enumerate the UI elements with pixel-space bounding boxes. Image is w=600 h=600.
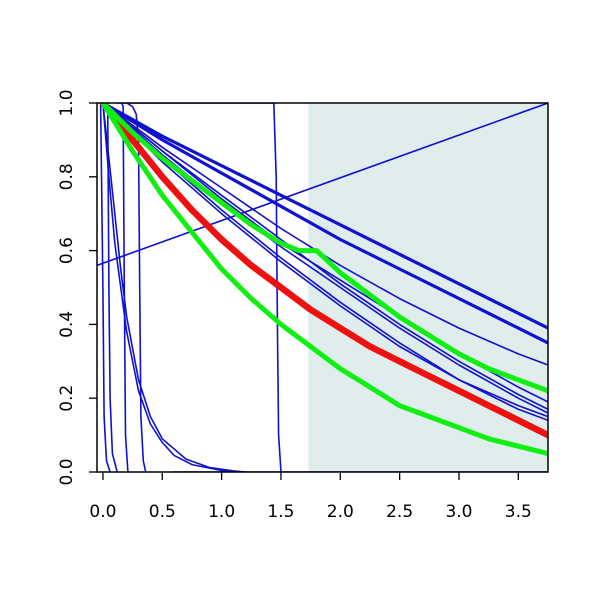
series-line-20 [100,103,548,394]
y-tick-label-4: 0.8 [57,163,77,190]
series-layer [97,103,548,472]
x-tick-label-3: 1.5 [267,502,294,522]
series-line-17 [102,103,548,403]
series-line-13 [102,103,548,411]
series-line-7 [116,103,282,472]
y-tick-label-1: 0.2 [57,385,77,412]
series-line-11 [101,103,548,345]
x-tick-label-4: 2.0 [327,502,354,522]
y-tick-label-0: 0.0 [57,458,77,485]
x-tick-label-0: 0.0 [89,502,116,522]
shaded-region [308,103,548,472]
x-tick-label-1: 0.5 [149,502,176,522]
y-tick-label-2: 0.4 [57,311,77,338]
series-line-6 [125,103,147,472]
y-tick-label-3: 0.6 [57,237,77,264]
series-line-2 [106,103,118,472]
x-tick-label-5: 2.5 [386,502,413,522]
x-tick-label-7: 3.5 [505,502,532,522]
series-line-5 [121,103,129,472]
series-line-19 [100,103,548,457]
axis-layer: 0.0 0.5 1.0 1.5 2.0 2.5 3.0 3.5 0.0 0.2 0.4 0.6 0.8 1… [57,89,532,522]
y-tick-label-5: 1.0 [57,89,77,116]
x-tick-label-6: 3.0 [445,502,472,522]
series-line-10 [101,103,548,330]
series-line-12 [102,103,548,366]
series-line-3 [102,103,247,472]
series-line-9 [97,103,548,267]
series-line-18 [99,103,548,439]
x-tick-label-2: 1.0 [208,502,235,522]
series-line-1 [99,103,111,472]
series-line-4 [102,103,247,472]
series-line-15 [102,103,548,422]
plot-frame [96,102,549,473]
